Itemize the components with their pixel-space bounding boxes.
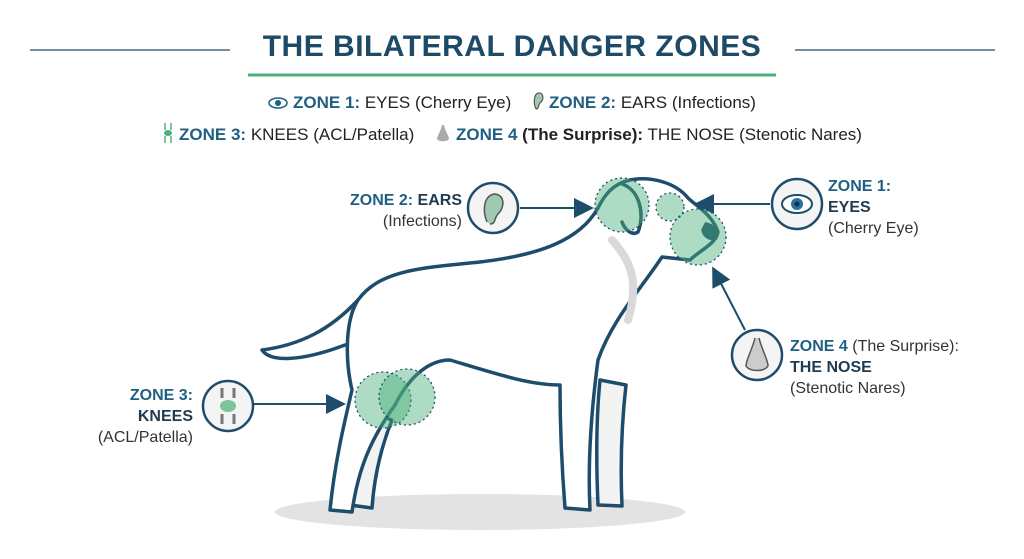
knee-joint-icon [162,122,174,149]
zone-highlights [354,177,727,429]
knee-zone-highlight-left [354,371,412,429]
nose-zone-highlight [669,208,727,266]
callout-zone1: ZONE 1: EYES (Cherry Eye) [828,178,919,237]
legend-item-zone2: ZONE 2: EARS (Infections) [532,92,756,112]
legend-row-2: ZONE 3: KNEES (ACL/Patella) ZONE 4 (The … [0,122,1024,149]
legend-item-zone3: ZONE 3: KNEES (ACL/Patella) [162,123,419,144]
legend-row-1: ZONE 1: EYES (Cherry Eye) ZONE 2: EARS (… [0,91,1024,116]
knee-zone-highlight-right [378,368,436,426]
eye-zone-highlight [655,192,685,222]
callout-zone4: ZONE 4 (The Surprise): THE NOSE (Stenoti… [790,338,959,397]
eye-icon [268,94,288,114]
page-title: THE BILATERAL DANGER ZONES [262,30,762,63]
legend-item-zone1: ZONE 1: EYES (Cherry Eye) [268,93,516,112]
dog-illustration [260,177,720,514]
callout-zone2: ZONE 2: EARS (Infections) [349,192,462,230]
callout-zone3: ZONE 3: KNEES (ACL/Patella) [97,387,193,446]
nose-icon [435,123,451,148]
legend-item-zone4: ZONE 4 (The Surprise): THE NOSE (Stenoti… [435,125,862,144]
ear-zone-highlight [594,177,650,233]
arrow-zone4 [712,266,746,331]
ear-icon [532,91,544,116]
